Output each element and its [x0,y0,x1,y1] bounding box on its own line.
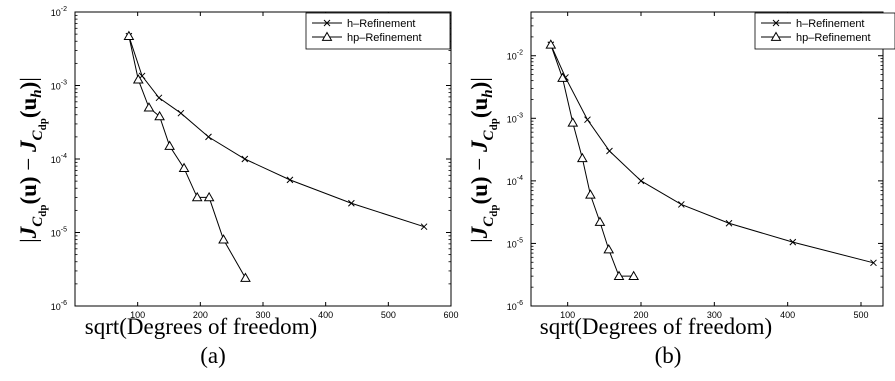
data-point-hp-a [191,191,203,202]
data-point-hp-b [545,39,557,49]
x-tick-label-b: 200 [633,310,648,320]
legend-label-hp-b: hp–Refinement [796,32,871,44]
x-tick-label-b: 400 [780,310,795,320]
series-layer-a [123,30,428,282]
x-tick-label-a: 500 [381,310,396,320]
x-axis-label-b: sqrt(Degrees of freedom) [540,314,772,339]
x-tick-label-a: 400 [318,310,333,320]
legend-a: h–Refinement hp–Refinement [305,12,451,50]
legend-marker-hp-b [770,31,782,41]
y-tick-label-a: 10-3 [51,80,67,92]
data-point-h-a [348,199,355,207]
data-point-hp-a [203,191,215,202]
x-tick-label-a: 300 [255,310,270,320]
data-point-hp-b [628,270,640,281]
axis-ticks-b: 100 200 300 400 500 10-6 10-5 10-4 10-3 10-2 [507,12,883,320]
y-axis-label-b: |JCdp(u) − JCdp(uh)| [467,77,500,243]
plot-frame-b [530,11,884,307]
legend-box-b [754,12,895,50]
x-axis-label-a: sqrt(Degrees of freedom) [85,314,317,339]
data-point-h-a [155,94,163,102]
data-point-hp-a [178,162,190,173]
legend-marker-h-b [772,19,780,27]
data-point-h-b [584,116,591,124]
data-point-hp-b [557,72,568,82]
data-point-hp-a [143,102,155,112]
y-tick-label-b: 10-6 [507,300,523,312]
chart-panel-b: 100 200 300 400 500 10-6 10-5 10-4 10-3 10-2 h–Re… [467,11,895,368]
panel-label-b: (b) [655,343,682,368]
data-point-h-b [725,219,733,227]
data-point-h-a [286,176,294,184]
x-tick-label-a: 600 [443,310,458,320]
data-point-hp-b [585,189,596,199]
y-tick-label-a: 10-2 [51,6,67,18]
y-tick-label-a: 10-4 [51,153,67,165]
x-tick-label-b: 300 [707,310,722,320]
data-point-hp-b [603,243,615,254]
series-line-hp-refinement-a [128,35,246,279]
data-point-h-b [789,238,797,246]
y-tick-label-a: 10-6 [51,300,67,312]
x-tick-label-a: 200 [193,310,208,320]
data-point-hp-b [567,117,579,127]
data-point-h-a [420,223,428,231]
y-tick-label-b: 10-5 [507,237,523,249]
y-tick-label-b: 10-4 [507,175,523,187]
y-tick-label-a: 10-5 [51,227,67,239]
chart-panel-a: 100 200 300 400 500 600 10-6 10-5 10-4 10-3 10-2 h… [16,6,459,368]
legend-b: h–Refinement hp–Refinement [754,12,895,50]
series-layer-b [545,39,877,281]
data-point-h-a [205,133,212,141]
x-tick-label-b: 500 [853,310,868,320]
data-point-hp-b [594,216,606,226]
data-point-hp-b [613,270,625,281]
data-point-hp-a [164,140,175,150]
legend-label-h-b: h–Refinement [796,18,865,30]
data-point-h-b [677,201,685,208]
data-point-h-b [870,259,877,267]
legend-label-h-a: h–Refinement [347,18,416,30]
y-tick-label-b: 10-2 [507,50,523,62]
data-point-hp-a [123,30,135,40]
data-point-h-b [637,177,645,185]
data-point-hp-a [218,234,229,244]
panel-label-a: (a) [200,343,226,368]
legend-marker-hp-a [321,31,333,41]
legend-label-hp-a: hp–Refinement [347,32,422,44]
data-point-hp-a [240,272,251,282]
data-point-hp-a [132,74,144,84]
data-point-h-b [606,147,613,155]
data-point-h-a [177,109,185,117]
data-point-h-a [241,155,249,163]
y-axis-label-a: |JCdp(u) − JCdp(uh)| [16,77,49,243]
data-point-hp-b [576,152,588,163]
legend-marker-h-a [323,19,331,27]
data-point-hp-a [154,110,165,121]
y-tick-label-b: 10-3 [507,112,523,124]
legend-box-a [305,12,451,50]
x-tick-label-b: 100 [560,310,575,320]
x-tick-label-a: 100 [130,310,145,320]
